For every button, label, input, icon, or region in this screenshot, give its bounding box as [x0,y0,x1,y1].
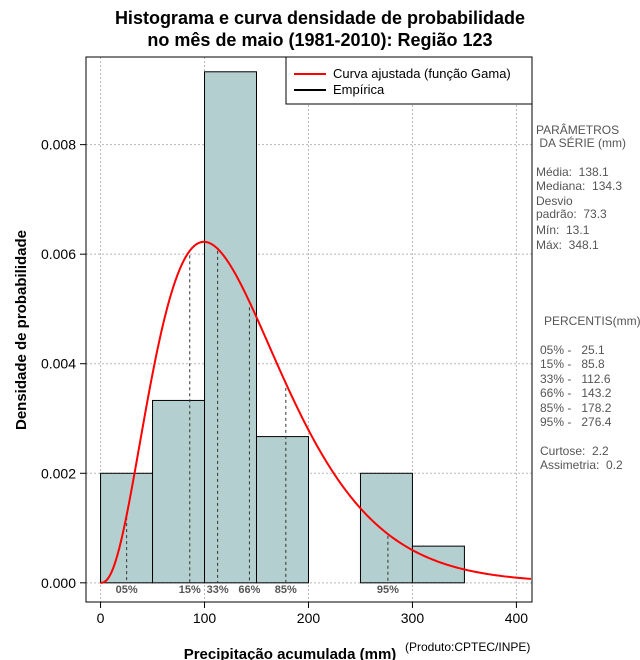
stat-max: Máx: 348.1 [536,238,599,252]
stat-media: Média: 138.1 [536,165,609,179]
stat-mediana: Mediana: 134.3 [536,179,623,193]
legend-label-empirical: Empírica [333,82,385,97]
histogram-bar [100,472,154,584]
histogram-bar [411,545,465,584]
x-tick-label: 200 [297,610,321,626]
legend-label-fit: Curva ajustada (função Gama) [333,66,511,81]
percentis-header: PERCENTIS(mm) [544,314,640,328]
x-tick-label: 300 [401,610,425,626]
x-axis-label: Precipitação acumulada (mm) [184,646,397,660]
params-header: PARÂMETROS DA SÉRIE (mm) [536,123,627,150]
percentile-label: 66% [238,584,260,596]
histogram-bar [152,399,206,584]
percentil-05: 05% - 25.1 [540,343,605,357]
x-tick-label: 0 [97,610,105,626]
percentil-85: 85% - 178.2 [540,401,612,415]
stat-desvio: Desvio padrão: 73.3 [536,194,607,221]
y-tick-label: 0.002 [41,465,76,481]
percentile-label: 33% [207,584,229,596]
chart-title-line1: Histograma e curva densidade de probabil… [114,8,526,28]
stat-curtose: Curtose: 2.2 [540,444,609,458]
chart-title-line2: no mês de maio (1981-2010): Região 123 [147,30,493,50]
y-axis-label: Densidade de probabilidade [13,230,30,430]
stat-assimetria: Assimetria: 0.2 [540,458,623,472]
percentil-33: 33% - 112.6 [540,372,611,386]
y-tick-label: 0.004 [41,356,76,372]
legend: Curva ajustada (função Gama) Empírica [285,56,533,105]
percentil-15: 15% - 85.8 [540,357,605,371]
y-tick-label: 0.006 [41,246,76,262]
x-tick-label: 100 [193,610,217,626]
legend-box [285,56,533,105]
credit-label: (Produto:CPTEC/INPE) [405,640,531,654]
histogram-bar [204,71,257,584]
stat-min: Mín: 13.1 [536,223,590,237]
percentile-label: 05% [116,584,138,596]
y-tick-label: 0.008 [41,137,76,153]
percentile-label: 95% [377,584,399,596]
percentile-label: 85% [275,584,297,596]
gamma-fit-curve [100,240,532,584]
x-tick-label: 400 [505,610,529,626]
histogram-bar [255,436,309,584]
histogram-bar [359,472,413,584]
percentile-label: 15% [179,584,201,596]
y-tick-label: 0.000 [41,575,76,591]
percentil-66: 66% - 143.2 [540,386,612,400]
percentil-95: 95% - 276.4 [540,415,612,429]
